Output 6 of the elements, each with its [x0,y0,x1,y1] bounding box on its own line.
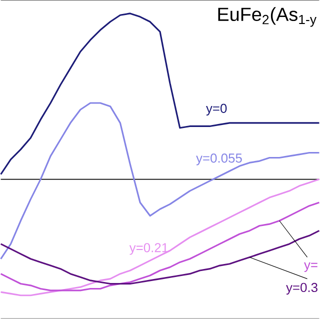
text: y= [304,262,318,272]
chart-title: EuFe$_{2}$(As$_{1-y}$ [218,7,316,27]
series-label: y=0 [206,104,227,116]
series-label: y=0.055 [196,154,242,166]
series-label: y=0.21 [129,243,168,255]
text: y=0.3 [286,282,318,295]
